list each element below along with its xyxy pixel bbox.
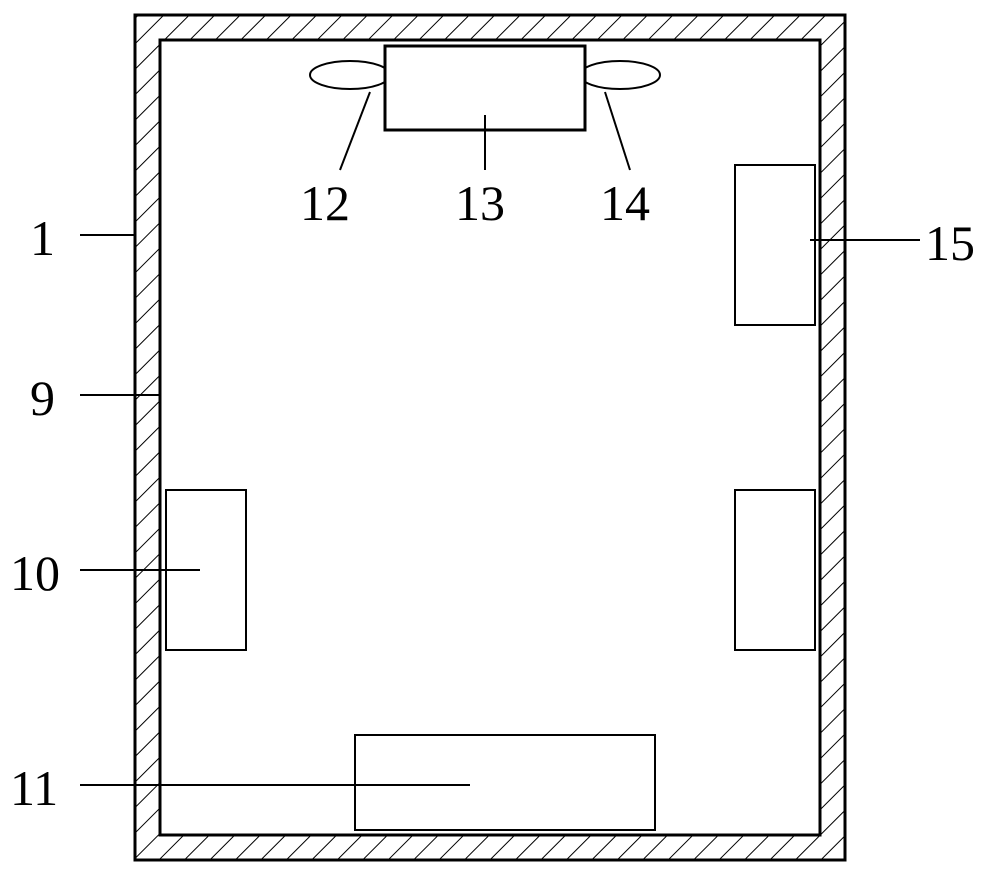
leader-l14 [605,92,630,170]
right-upper-box [735,165,815,325]
right-lower-box [735,490,815,650]
label-l15: 15 [925,215,975,271]
label-l12: 12 [300,175,350,231]
label-l10: 10 [10,545,60,601]
bottom-box [355,735,655,830]
left-pill [310,61,390,89]
outer-rect [135,15,845,860]
label-l9: 9 [30,370,55,426]
wall-hatch [135,15,845,860]
leader-l12 [340,92,370,170]
label-l14: 14 [600,175,650,231]
label-l13: 13 [455,175,505,231]
inner-rect [160,40,820,835]
right-pill [580,61,660,89]
label-l11: 11 [10,760,58,816]
diagram-svg: 1 9 10 11 12 13 14 15 [0,0,1000,875]
label-l1: 1 [30,210,55,266]
